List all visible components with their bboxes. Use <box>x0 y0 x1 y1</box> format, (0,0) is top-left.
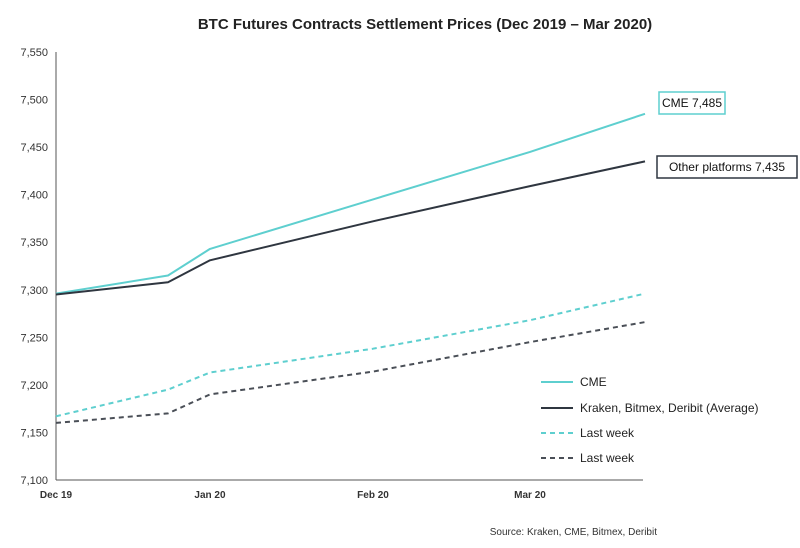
y-tick-label: 7,300 <box>20 285 48 297</box>
y-tick-label: 7,500 <box>20 95 48 107</box>
y-tick-label: 7,150 <box>20 427 48 439</box>
callout-cme: CME 7,485 <box>658 91 726 115</box>
callout-other-text: Other platforms 7,435 <box>669 160 785 174</box>
y-tick-label: 7,250 <box>20 332 48 344</box>
series-line-0 <box>55 112 646 295</box>
series-line-2 <box>55 292 646 418</box>
x-tick-labels: Dec 19 Jan 20 Feb 20 Mar 20 <box>40 490 546 501</box>
y-tick-label: 7,100 <box>20 475 48 487</box>
chart-title: BTC Futures Contracts Settlement Prices … <box>198 16 652 33</box>
legend-item-cme: CME <box>541 375 607 389</box>
callout-other-box <box>656 155 798 179</box>
x-tick-label: Jan 20 <box>194 490 226 501</box>
series-line-1 <box>55 160 646 296</box>
legend-label-average: Kraken, Bitmex, Deribit (Average) <box>580 401 759 415</box>
y-tick-label: 7,350 <box>20 237 48 249</box>
y-tick-label: 7,400 <box>20 190 48 202</box>
legend-label-cme: CME <box>580 375 607 389</box>
callout-cme-box <box>658 91 726 115</box>
source-note: Source: Kraken, CME, Bitmex, Deribit <box>490 527 657 538</box>
legend: CME Kraken, Bitmex, Deribit (Average) La… <box>541 375 759 465</box>
y-tick-label: 7,550 <box>20 47 48 59</box>
y-tick-label: 7,200 <box>20 380 48 392</box>
legend-label-average-last-week: Last week <box>580 451 635 465</box>
legend-item-average-last-week: Last week <box>541 451 635 465</box>
series-lines <box>55 112 646 424</box>
legend-item-cme-last-week: Last week <box>541 426 635 440</box>
x-tick-label: Dec 19 <box>40 490 73 501</box>
callout-cme-text: CME 7,485 <box>662 96 722 110</box>
callout-other-platforms: Other platforms 7,435 <box>656 155 798 179</box>
x-tick-label: Mar 20 <box>514 490 546 501</box>
y-tick-label: 7,450 <box>20 142 48 154</box>
x-tick-label: Feb 20 <box>357 490 389 501</box>
legend-item-average: Kraken, Bitmex, Deribit (Average) <box>541 401 759 415</box>
series-line-3 <box>55 321 646 424</box>
legend-label-cme-last-week: Last week <box>580 426 635 440</box>
y-tick-labels: 7,550 7,500 7,450 7,400 7,350 7,300 7,250 7,200… <box>20 47 48 487</box>
